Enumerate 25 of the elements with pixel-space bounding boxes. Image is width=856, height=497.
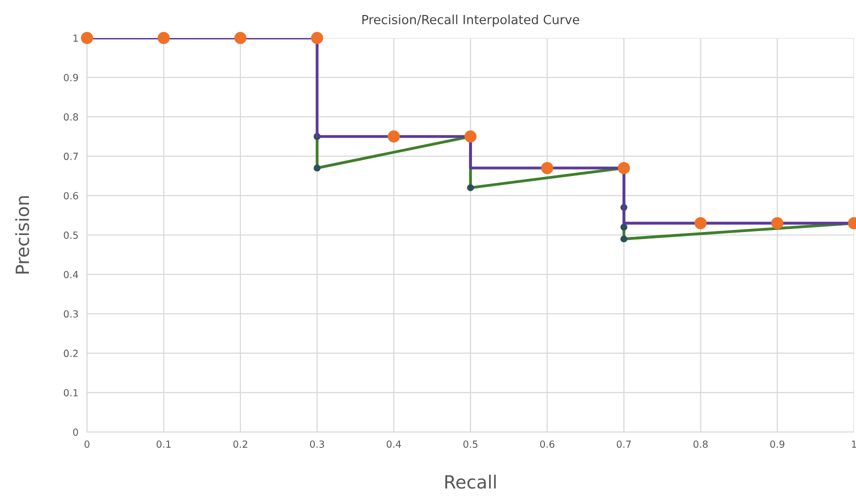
y-axis-title: Precision xyxy=(15,196,30,274)
y-tick-label: 0.9 xyxy=(64,74,78,82)
y-tick-label: 0.3 xyxy=(64,310,78,318)
y-tick-label: 0.8 xyxy=(64,113,78,121)
x-tick-label: 0 xyxy=(84,440,90,448)
chart-title: Precision/Recall Interpolated Curve xyxy=(362,14,580,27)
y-tick-label: 0.2 xyxy=(64,350,78,358)
y-tick-label: 0.4 xyxy=(64,270,78,278)
y-tick-label: 0.7 xyxy=(64,152,78,160)
y-tick-label: 0.1 xyxy=(64,389,78,396)
x-tick-label: 0.1 xyxy=(156,440,171,448)
x-tick-label: 0.7 xyxy=(616,440,631,448)
y-tick-label: 0 xyxy=(73,428,78,436)
y-tick-label: 1 xyxy=(74,34,78,42)
x-tick-label: 0.2 xyxy=(233,440,248,448)
x-tick-label: 0.5 xyxy=(463,440,478,448)
y-tick-label: 0.6 xyxy=(64,192,78,200)
x-tick-label: 0.9 xyxy=(770,440,784,448)
x-tick-label: 1 xyxy=(852,440,856,448)
y-tick-label: 0.5 xyxy=(64,231,78,239)
x-axis-title: Recall xyxy=(445,474,496,489)
x-tick-label: 0.3 xyxy=(310,440,324,448)
x-tick-label: 0.4 xyxy=(386,440,401,448)
x-tick-label: 0.8 xyxy=(694,440,708,448)
x-tick-label: 0.6 xyxy=(540,440,554,448)
